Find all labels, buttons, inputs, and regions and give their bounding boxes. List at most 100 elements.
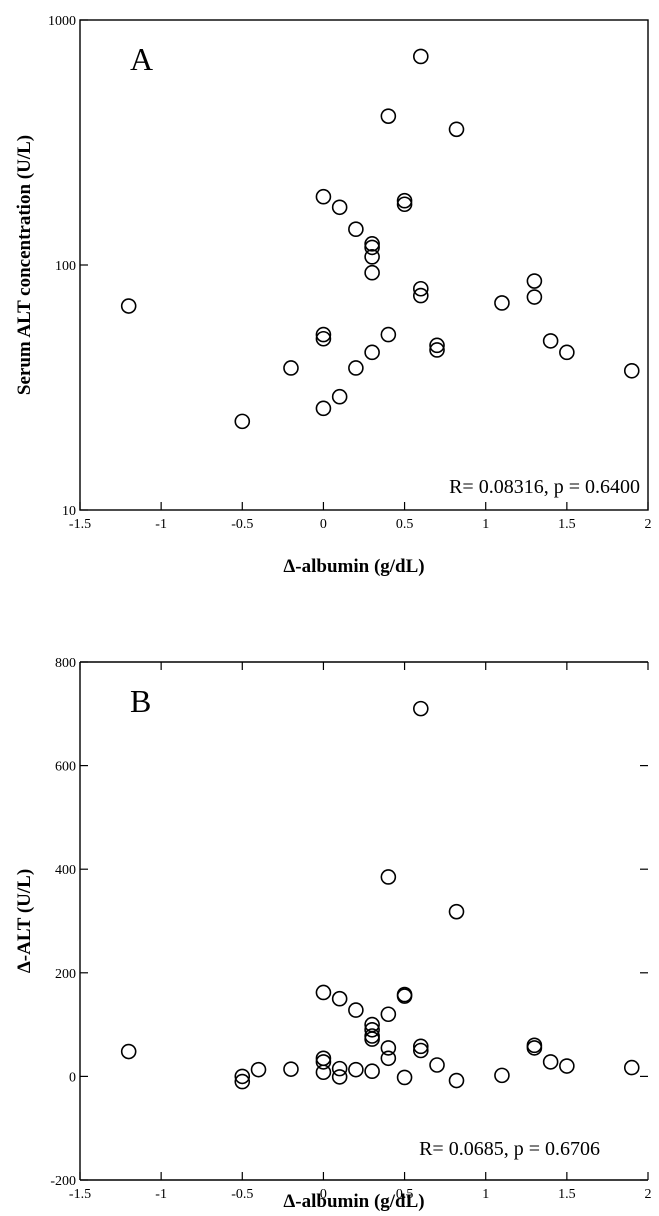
data-point xyxy=(380,108,397,124)
panel-label: B xyxy=(130,683,151,719)
data-point xyxy=(380,1006,397,1023)
x-tick-label: 1.5 xyxy=(558,1187,576,1202)
x-tick-label: 1 xyxy=(482,1187,489,1202)
x-tick-label: -0.5 xyxy=(231,1187,253,1202)
x-axis-title: Δ-albumin (g/dL) xyxy=(283,1191,424,1212)
data-point xyxy=(380,1050,397,1067)
data-point xyxy=(559,344,575,361)
data-point xyxy=(526,1040,543,1056)
data-point xyxy=(448,121,465,138)
data-point xyxy=(364,344,380,361)
data-point xyxy=(315,984,332,1001)
x-tick-label: -1 xyxy=(155,517,167,532)
data-point xyxy=(494,1067,510,1084)
y-tick-label: 800 xyxy=(55,656,76,671)
data-point xyxy=(348,221,364,237)
data-point xyxy=(526,289,543,305)
data-point xyxy=(380,326,397,343)
data-point xyxy=(559,1058,575,1074)
data-point xyxy=(120,1043,137,1060)
data-point xyxy=(315,1064,332,1081)
correlation-annotation: R= 0.08316, p = 0.6400 xyxy=(449,476,640,498)
data-point xyxy=(331,1060,348,1077)
x-tick-label: -1 xyxy=(155,1187,167,1202)
x-tick-label: 0 xyxy=(320,517,327,532)
x-tick-label: 1 xyxy=(482,517,489,532)
data-point xyxy=(250,1061,267,1078)
y-tick-label: 1000 xyxy=(48,14,76,29)
data-point xyxy=(364,236,380,252)
data-point xyxy=(234,1073,251,1090)
data-point xyxy=(412,280,429,297)
data-point xyxy=(380,1040,397,1056)
data-point xyxy=(396,192,413,209)
data-point xyxy=(348,1002,364,1018)
y-tick-label: 0 xyxy=(69,1070,76,1085)
data-point xyxy=(364,264,380,281)
data-point xyxy=(542,333,559,349)
data-point xyxy=(120,298,137,314)
x-tick-label: 0.5 xyxy=(396,517,414,532)
data-point xyxy=(315,400,332,417)
data-point xyxy=(429,1057,445,1073)
panel-label: A xyxy=(130,41,153,77)
data-point xyxy=(542,1054,559,1070)
data-point xyxy=(283,1061,299,1077)
data-point xyxy=(315,330,332,347)
data-point xyxy=(348,360,364,376)
x-tick-label: -1.5 xyxy=(69,517,91,532)
x-axis-title: Δ-albumin (g/dL) xyxy=(283,556,424,577)
plot-frame xyxy=(79,19,649,511)
data-point xyxy=(412,700,429,717)
data-point xyxy=(396,196,413,213)
x-tick-label: 2 xyxy=(645,517,652,532)
panel-a-scatter-chart: -1.5 -1 -0.5 0 0.5 1 1.5 2 10 100 1000 Δ-albumin (g… xyxy=(14,14,652,577)
data-point xyxy=(364,1063,380,1080)
x-tick-label: 0 xyxy=(320,1187,327,1202)
data-point xyxy=(380,869,397,885)
data-point xyxy=(364,249,380,265)
data-point xyxy=(315,1050,332,1067)
y-axis-title: Δ-ALT (U/L) xyxy=(14,869,35,973)
x-tick-label: 0.5 xyxy=(396,1187,414,1202)
y-tick-label: 100 xyxy=(55,259,76,274)
panel-b-scatter-chart: -1.5 -1 -0.5 0 0.5 1 1.5 2 -200 0 200 400 600 800 Δ-al… xyxy=(14,656,652,1212)
data-point xyxy=(348,1061,364,1078)
data-point xyxy=(364,239,380,256)
data-point xyxy=(494,295,510,311)
data-point xyxy=(331,199,348,216)
data-point xyxy=(412,287,429,304)
data-point xyxy=(234,413,251,430)
y-tick-label: 10 xyxy=(62,504,76,519)
data-point xyxy=(448,903,465,920)
data-point xyxy=(331,1069,348,1085)
y-tick-label: 400 xyxy=(55,863,76,878)
data-point xyxy=(448,1072,465,1089)
data-point xyxy=(234,1068,251,1085)
correlation-annotation: R= 0.0685, p = 0.6706 xyxy=(419,1138,600,1160)
data-point xyxy=(412,1042,429,1059)
data-point xyxy=(283,360,299,376)
data-point xyxy=(315,188,332,205)
data-point xyxy=(623,1059,640,1076)
data-point xyxy=(331,990,348,1007)
data-point xyxy=(315,326,332,343)
data-point xyxy=(429,337,445,354)
data-point xyxy=(364,1031,380,1047)
data-point xyxy=(623,362,640,379)
data-point xyxy=(315,1054,332,1070)
x-tick-label: -0.5 xyxy=(231,517,253,532)
y-tick-label: 600 xyxy=(55,760,76,775)
data-point xyxy=(412,1038,429,1055)
data-point xyxy=(429,342,445,358)
data-point xyxy=(526,273,543,289)
data-point xyxy=(412,48,429,65)
x-tick-label: 2 xyxy=(645,1187,652,1202)
data-point xyxy=(396,988,413,1004)
data-point xyxy=(364,1021,380,1038)
y-axis-title: Serum ALT concentration (U/L) xyxy=(14,135,35,395)
y-tick-label: 200 xyxy=(55,967,76,982)
x-tick-label: -1.5 xyxy=(69,1187,91,1202)
y-tick-label: -200 xyxy=(50,1174,76,1189)
